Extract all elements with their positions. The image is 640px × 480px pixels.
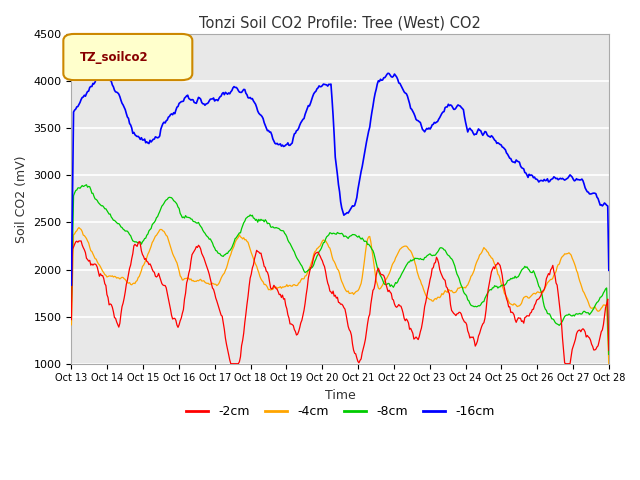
X-axis label: Time: Time bbox=[324, 389, 355, 402]
Y-axis label: Soil CO2 (mV): Soil CO2 (mV) bbox=[15, 155, 28, 242]
Title: Tonzi Soil CO2 Profile: Tree (West) CO2: Tonzi Soil CO2 Profile: Tree (West) CO2 bbox=[199, 15, 481, 30]
Legend: -2cm, -4cm, -8cm, -16cm: -2cm, -4cm, -8cm, -16cm bbox=[180, 400, 500, 423]
Text: TZ_soilco2: TZ_soilco2 bbox=[79, 50, 148, 63]
FancyBboxPatch shape bbox=[63, 34, 192, 80]
